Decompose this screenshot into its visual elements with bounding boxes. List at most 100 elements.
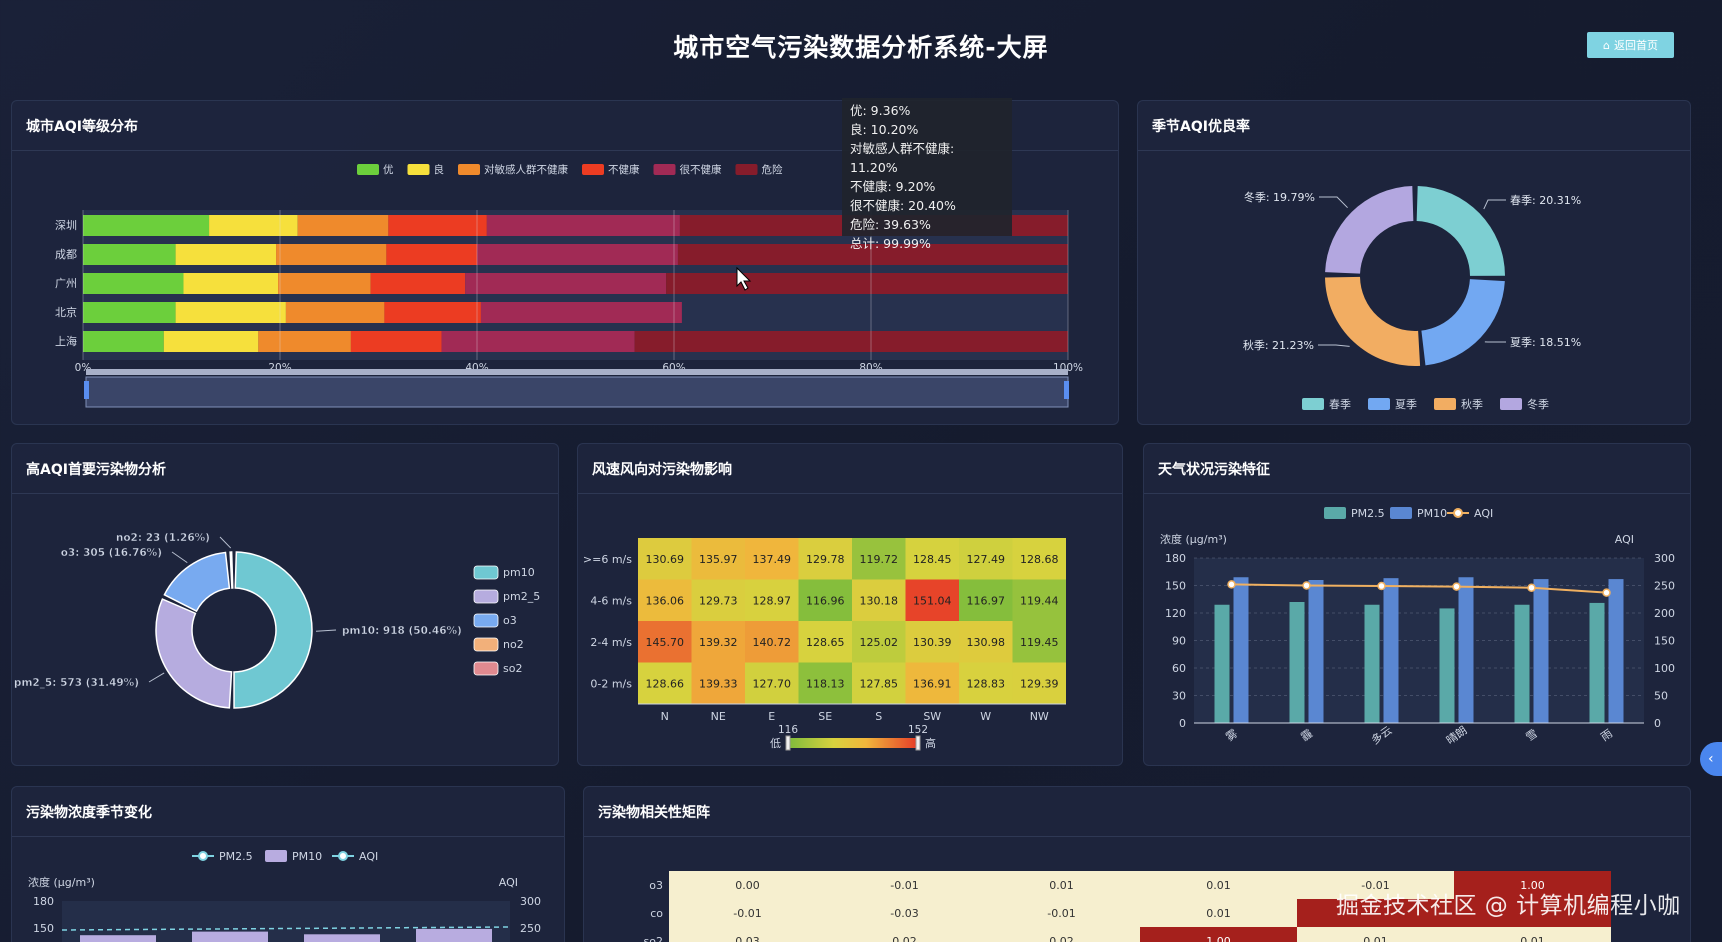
side-collapse-tab[interactable]: ‹ — [1700, 742, 1722, 776]
bar-segment — [370, 273, 466, 294]
panel-wind: 风速风向对污染物影响 130.69 135.97 137.49 129.78 119.7… — [577, 443, 1123, 766]
y2-tick-label: 250 — [520, 922, 541, 935]
x-tick-label: SE — [818, 710, 832, 723]
home-button[interactable]: ⌂ 返回首页 — [1587, 32, 1674, 58]
aqi-point — [1227, 580, 1236, 589]
heatmap-cell — [905, 579, 959, 621]
bar-pm10 — [1308, 580, 1324, 723]
cell-value: 118.13 — [806, 677, 845, 690]
bar-segment — [297, 215, 389, 236]
slice-label: pm2_5: 573 (31.49%) — [14, 677, 139, 689]
y-tick-label: 0 — [1179, 717, 1186, 730]
x-tick-label: 雪 — [1524, 727, 1540, 744]
y-axis-title: 浓度 (μg/m³) — [1160, 532, 1227, 546]
legend-label: pm10 — [503, 566, 535, 579]
category-label: 广州 — [55, 277, 77, 290]
y2-tick-label: 300 — [520, 895, 541, 908]
correlation-heatmap[interactable]: 0.00 -0.01 0.01 0.01 -0.01 1.00 o3 -0.01 -0.03 -0… — [584, 837, 1691, 942]
legend-swatch — [265, 850, 287, 862]
y2-axis-title: AQI — [1615, 533, 1634, 546]
scale-handle-low — [785, 735, 791, 751]
tooltip-line: 危险: 39.63% — [850, 217, 931, 232]
label-line — [219, 536, 232, 549]
panel-title: 污染物相关性矩阵 — [584, 787, 1690, 837]
scale-low-label: 低 — [770, 737, 781, 750]
bar-segment — [388, 215, 487, 236]
slice-label: 春季: 20.31% — [1510, 194, 1581, 207]
slice-label: 秋季: 21.23% — [1243, 338, 1314, 352]
legend-label: PM10 — [1417, 507, 1447, 520]
matrix-cell — [1297, 899, 1454, 927]
cell-value: 137.49 — [753, 553, 792, 566]
bar-pm10 — [192, 931, 268, 942]
legend-swatch — [1390, 507, 1412, 519]
bar-pm25 — [1289, 602, 1305, 723]
bar-segment — [465, 273, 667, 294]
heatmap-cell — [691, 662, 745, 704]
heatmap-cell — [852, 579, 906, 621]
bar-pm25 — [1364, 604, 1380, 723]
label-line — [1483, 199, 1506, 210]
bar-segment — [258, 331, 351, 352]
wind-heatmap[interactable]: 130.69 135.97 137.49 129.78 119.72 128.45 127.… — [578, 494, 1123, 766]
aqi-stacked-bar-chart[interactable]: 优良对敏感人群不健康 不健康 很不健康 危险深圳成都广州北京上海0% 20% 40% 60%… — [12, 151, 1119, 425]
page-title: 城市空气污染数据分析系统-大屏 — [673, 33, 1049, 62]
label-line — [171, 551, 188, 564]
matrix-cell — [1297, 927, 1454, 942]
y-tick-label: 180 — [33, 895, 54, 908]
panel-title: 天气状况污染特征 — [1144, 444, 1690, 494]
heatmap-cell — [959, 621, 1013, 663]
bar-segment — [276, 244, 387, 265]
aqi-point — [1527, 583, 1536, 592]
cell-value: 139.33 — [699, 677, 738, 690]
scale-max-label: 152 — [908, 724, 928, 736]
heatmap-cell — [798, 662, 852, 704]
heatmap-cell — [852, 621, 906, 663]
cell-value: 0.01 — [1049, 879, 1074, 892]
slice-label: 冬季: 19.79% — [1244, 190, 1315, 204]
weather-combo-chart[interactable]: PM2.5 PM10 AQI 浓度 (μg/m³) AQI 0 0 30 50 60 100 90 15… — [1144, 494, 1691, 766]
x-tick-label: W — [980, 710, 991, 723]
legend-label: 春季 — [1329, 398, 1351, 411]
y2-tick-label: 150 — [1654, 635, 1675, 648]
cell-value: -0.03 — [890, 907, 918, 920]
legend-swatch — [458, 164, 480, 175]
y-tick-label: co — [650, 907, 663, 920]
cell-value: 0.02 — [1049, 935, 1074, 942]
cell-value: 119.44 — [1020, 594, 1059, 607]
matrix-cell — [826, 871, 983, 899]
legend-swatch — [473, 565, 499, 580]
bar-segment — [386, 244, 477, 265]
y-tick-label: 2-4 m/s — [590, 636, 632, 649]
bar-pm25 — [1214, 604, 1230, 723]
panel-title: 风速风向对污染物影响 — [578, 444, 1122, 494]
label-line — [148, 672, 165, 683]
season-donut-chart[interactable]: 春季: 20.31% 夏季: 18.51% 秋季: 21.23% 冬季: 19.79%… — [1138, 151, 1691, 425]
heatmap-cell — [852, 538, 906, 580]
cell-value: 0.01 — [1206, 907, 1231, 920]
season-change-chart[interactable]: PM2.5 PM10 AQI 浓度 (μg/m³) AQI 180 300 150 250 — [12, 837, 565, 942]
bar-segment — [278, 273, 371, 294]
scale-handle-high — [915, 735, 921, 751]
matrix-cell — [983, 871, 1140, 899]
donut-slice — [1325, 186, 1414, 274]
heatmap-cell — [1012, 621, 1066, 663]
donut-slice — [1421, 279, 1505, 366]
heatmap-cell — [691, 538, 745, 580]
legend-swatch — [473, 661, 499, 676]
legend-label: no2 — [503, 638, 524, 651]
heatmap-cell — [798, 621, 852, 663]
aqi-point — [1377, 581, 1386, 591]
x-tick-label: SW — [923, 710, 941, 723]
bar-segment — [83, 273, 184, 294]
heatmap-cell — [959, 579, 1013, 621]
scale-min-label: 116 — [778, 724, 798, 736]
bar-segment — [83, 331, 164, 352]
cell-value: 0.01 — [1363, 935, 1388, 942]
donut-slice — [163, 551, 231, 613]
legend-label: AQI — [359, 850, 378, 863]
pollutant-donut-chart[interactable]: pm10: 918 (50.46%) pm2_5: 573 (31.49%) o3:… — [12, 494, 559, 766]
aqi-point — [1452, 582, 1461, 591]
cell-value: -0.01 — [1361, 879, 1389, 892]
matrix-cell — [1454, 871, 1611, 899]
